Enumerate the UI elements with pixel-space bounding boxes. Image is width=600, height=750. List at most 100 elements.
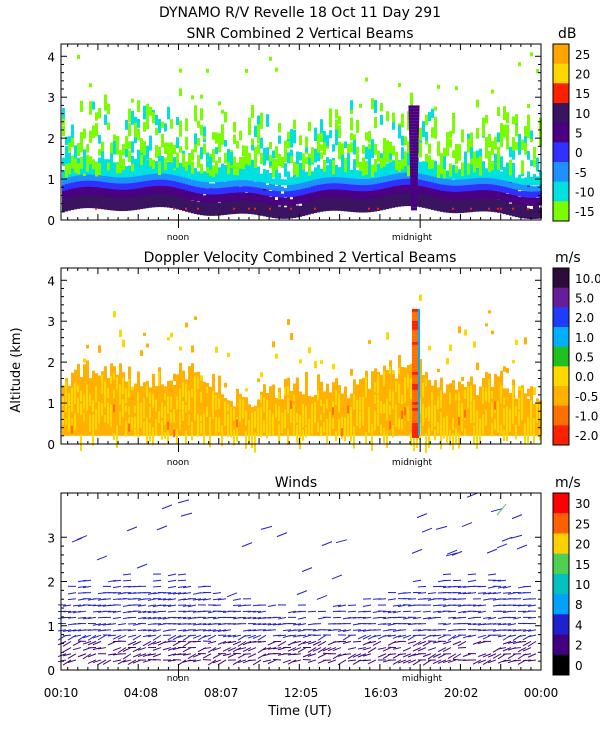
- wind-barb: [482, 634, 492, 640]
- snr-cell: [176, 193, 179, 210]
- y-axis-label: Altitude (km): [9, 327, 24, 412]
- doppler-cell: [518, 386, 521, 391]
- wind-barb: [297, 640, 307, 647]
- wind-barb: [257, 610, 267, 614]
- snr-cell: [83, 192, 86, 209]
- snr-cell: [137, 186, 140, 197]
- snr-cell: [209, 156, 212, 170]
- snr-cell: [287, 171, 290, 186]
- doppler-colorbar-swatch: [553, 307, 569, 328]
- wind-barb: [92, 610, 102, 613]
- snr-cell: [140, 172, 143, 182]
- wind-barb: [237, 647, 247, 651]
- wind-barb: [517, 629, 527, 632]
- snr-colorbar-frame: [552, 43, 570, 222]
- wind-barb: [287, 610, 297, 614]
- snr-cell: [398, 125, 401, 139]
- snr-cell: [308, 157, 311, 165]
- snr-cell: [467, 133, 470, 144]
- wind-barb: [92, 647, 102, 651]
- wind-barb: [67, 653, 77, 659]
- doppler-colorbar-label: 5.0: [575, 292, 594, 306]
- winds-colorbar-label: 25: [575, 517, 590, 531]
- doppler-cell: [179, 392, 181, 411]
- wind-barb: [117, 623, 127, 626]
- doppler-cell: [412, 410, 419, 414]
- wind-barb: [487, 573, 497, 576]
- doppler-cell: [242, 399, 244, 409]
- snr-cell: [296, 159, 299, 167]
- wind-barb: [517, 640, 527, 643]
- doppler-cell: [473, 425, 475, 445]
- doppler-cell: [374, 382, 376, 393]
- snr-midnight-marker: midnight: [392, 233, 433, 243]
- doppler-cell: [140, 350, 143, 356]
- snr-cell: [137, 128, 140, 140]
- snr-cell: [125, 196, 128, 211]
- snr-cell: [137, 100, 140, 112]
- doppler-cell: [299, 414, 301, 423]
- doppler-cell: [143, 332, 146, 336]
- wind-barb: [492, 579, 502, 582]
- snr-cell: [92, 190, 95, 209]
- snr-cell: [362, 165, 365, 176]
- snr-cell: [497, 168, 500, 180]
- wind-barb: [347, 604, 357, 607]
- wind-barb: [362, 616, 372, 619]
- snr-cell: [266, 192, 269, 204]
- doppler-cell: [412, 392, 419, 396]
- snr-cell: [374, 116, 377, 128]
- wind-barb: [92, 634, 102, 639]
- wind-barb: [267, 647, 277, 650]
- wind-barb: [102, 598, 112, 601]
- snr-cell: [146, 103, 149, 118]
- snr-cell: [479, 182, 482, 199]
- doppler-cell: [287, 428, 289, 446]
- doppler-cell: [338, 420, 340, 436]
- snr-cell: [407, 179, 410, 193]
- snr-cell: [410, 204, 418, 208]
- doppler-cell: [326, 433, 328, 444]
- snr-cell: [530, 185, 533, 192]
- snr-cell: [272, 183, 275, 191]
- wind-barb: [182, 616, 192, 620]
- snr-cell: [287, 205, 290, 219]
- doppler-cell: [386, 431, 388, 449]
- snr-cell: [68, 179, 71, 190]
- doppler-cell: [122, 406, 124, 414]
- wind-barb: [257, 640, 267, 643]
- doppler-cell: [412, 359, 419, 363]
- wind-barb: [417, 585, 427, 588]
- wind-barb: [67, 659, 77, 663]
- doppler-cell: [227, 403, 229, 412]
- wind-barb: [512, 647, 522, 649]
- wind-barb: [177, 598, 187, 601]
- snr-cell: [482, 126, 485, 133]
- snr-colorbar-label: 25: [575, 48, 590, 62]
- wind-barb: [302, 653, 312, 658]
- wind-barb: [177, 585, 187, 588]
- snr-colorbar-label: -5: [575, 166, 587, 180]
- doppler-cell: [110, 404, 112, 420]
- doppler-cell: [299, 429, 301, 450]
- snr-cell: [248, 163, 251, 181]
- wind-barb: [442, 573, 452, 576]
- snr-cell: [509, 146, 512, 158]
- snr-cell: [155, 169, 158, 180]
- snr-cell: [326, 135, 329, 147]
- doppler-cell: [251, 412, 253, 422]
- snr-cell: [119, 185, 122, 198]
- snr-cell: [284, 190, 287, 198]
- doppler-cell: [323, 391, 326, 436]
- snr-cell: [356, 174, 359, 186]
- snr-cell: [494, 161, 497, 179]
- snr-unit-label: dB: [558, 26, 577, 42]
- snr-cell: [479, 148, 482, 162]
- doppler-colorbar-swatch: [553, 327, 569, 348]
- snr-cell: [449, 191, 452, 200]
- snr-cell: [407, 117, 410, 131]
- snr-cell: [383, 162, 386, 177]
- snr-cell: [275, 171, 278, 185]
- snr-cell: [491, 142, 494, 155]
- snr-cell: [173, 183, 176, 209]
